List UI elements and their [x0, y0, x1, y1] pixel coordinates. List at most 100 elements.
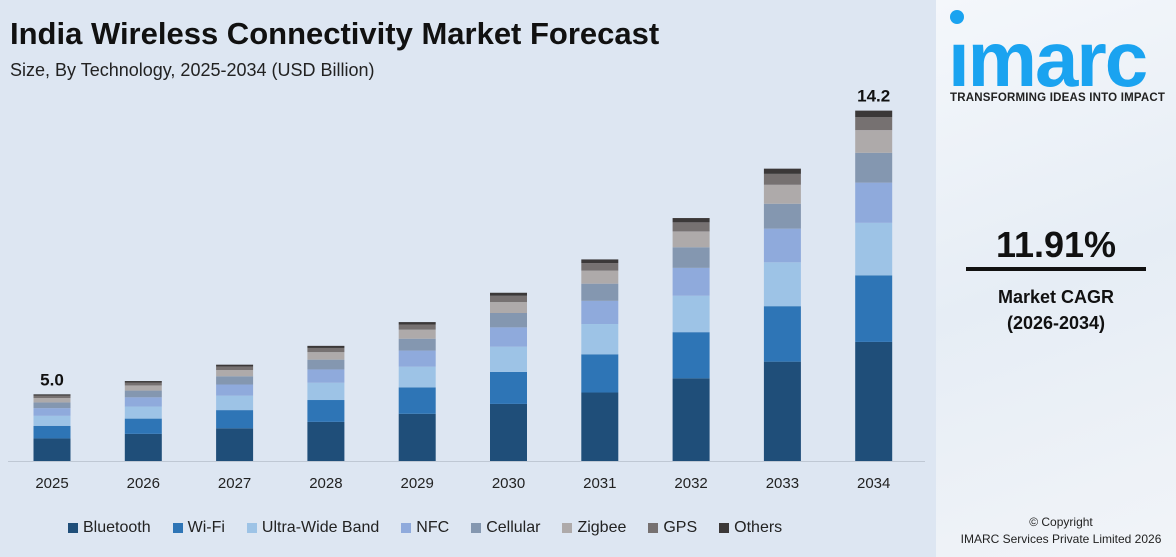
bar-segment-gps-2034 — [855, 117, 893, 131]
x-tick-label: 2032 — [674, 475, 707, 492]
bar-segment-zigbee-2028 — [307, 352, 345, 360]
legend-swatch — [68, 523, 78, 533]
svg-text:ımarc: ımarc — [948, 15, 1147, 93]
chart-panel: India Wireless Connectivity Market Forec… — [8, 16, 925, 537]
bar-segment-gps-2030 — [490, 295, 527, 303]
bar-segment-gps-2028 — [307, 347, 345, 353]
bar-segment-cellular-2028 — [307, 359, 345, 370]
bar-segment-cellular-2030 — [490, 313, 527, 328]
bar-segment-ultra-wide-band-2030 — [490, 346, 527, 372]
bar-segment-gps-2025 — [33, 395, 71, 399]
chart-subtitle: Size, By Technology, 2025-2034 (USD Bill… — [10, 60, 375, 80]
legend-item: Cellular — [471, 519, 540, 537]
bar-segment-gps-2029 — [398, 324, 436, 330]
legend-item: Zigbee — [562, 519, 626, 537]
legend-swatch — [401, 523, 412, 533]
bar-segment-ultra-wide-band-2034 — [855, 222, 893, 276]
legend-label: Zigbee — [577, 519, 627, 536]
cagr-period: (2026-2034) — [1006, 313, 1106, 333]
x-tick-label: 2030 — [492, 475, 525, 492]
bar-segment-nfc-2029 — [398, 350, 436, 367]
legend-label: Ultra-Wide Band — [261, 519, 380, 536]
bar-segment-ultra-wide-band-2025 — [33, 415, 71, 426]
legend-label: Bluetooth — [83, 519, 151, 536]
x-tick-label: 2027 — [218, 475, 251, 492]
x-tick-label: 2028 — [309, 475, 342, 492]
bar-segment-nfc-2028 — [307, 369, 345, 383]
legend-label: NFC — [416, 519, 450, 536]
legend-label: Wi-Fi — [187, 519, 225, 536]
copyright: © Copyright IMARC Services Private Limit… — [936, 514, 1176, 548]
bar-segment-cellular-2027 — [216, 376, 254, 385]
bar-segment-ultra-wide-band-2026 — [124, 406, 162, 419]
bar-segment-ultra-wide-band-2032 — [672, 295, 710, 333]
legend-label: GPS — [663, 519, 698, 536]
bar-segment-bluetooth-2027 — [216, 428, 254, 461]
bar-segment-bluetooth-2033 — [763, 361, 801, 461]
bar-segment-others-2027 — [216, 364, 254, 367]
legend-swatch — [719, 523, 730, 533]
bar-segment-nfc-2031 — [581, 300, 619, 325]
bar-segment-bluetooth-2031 — [581, 392, 619, 461]
copyright-line1: © Copyright — [1029, 515, 1093, 529]
bar-segment-zigbee-2026 — [124, 385, 162, 391]
bar-segment-wi-fi-2031 — [581, 354, 619, 393]
legend-item: Wi-Fi — [172, 519, 225, 537]
bar-segment-bluetooth-2032 — [672, 378, 710, 461]
bar-segment-gps-2031 — [581, 263, 619, 271]
bar-segment-ultra-wide-band-2033 — [763, 262, 801, 307]
bar-segment-gps-2033 — [763, 173, 801, 185]
bar-segment-cellular-2033 — [763, 203, 801, 229]
bar-segment-wi-fi-2034 — [855, 275, 893, 342]
cagr-label: Market CAGR (2026-2034) — [936, 284, 1176, 336]
bar-segment-zigbee-2034 — [855, 130, 893, 153]
bar-segment-nfc-2034 — [855, 182, 893, 223]
bar-segment-wi-fi-2029 — [398, 387, 436, 414]
bar-segment-zigbee-2031 — [581, 270, 619, 284]
bar-segment-zigbee-2029 — [398, 329, 436, 339]
legend: Bluetooth Wi-Fi Ultra-Wide Band NFC Cellular… — [68, 519, 804, 537]
bar-segment-wi-fi-2033 — [763, 306, 801, 362]
legend-item: Bluetooth — [68, 519, 151, 537]
bar-segment-bluetooth-2028 — [307, 421, 345, 461]
x-tick-label: 2033 — [766, 475, 799, 492]
imarc-logo: ımarc — [948, 10, 1149, 93]
bar-segment-others-2030 — [490, 292, 527, 296]
cagr-value: 11.91% — [995, 224, 1117, 265]
bar-segment-wi-fi-2028 — [307, 400, 345, 422]
bar-segment-zigbee-2032 — [672, 231, 710, 248]
bar-segment-others-2032 — [672, 218, 710, 223]
legend-swatch — [246, 523, 257, 533]
bar-segment-nfc-2026 — [124, 397, 162, 407]
bar-segment-others-2029 — [398, 322, 436, 325]
legend-swatch — [562, 523, 573, 533]
legend-swatch — [648, 523, 659, 533]
legend-swatch — [471, 523, 482, 533]
bar-segment-others-2031 — [581, 259, 619, 264]
bar-segment-gps-2026 — [124, 382, 162, 386]
bar-segment-nfc-2032 — [672, 267, 710, 296]
bar-segment-ultra-wide-band-2031 — [581, 324, 619, 355]
x-tick-label: 2026 — [127, 475, 160, 492]
bar-segment-others-2034 — [855, 110, 893, 118]
bar-segment-wi-fi-2025 — [33, 425, 71, 439]
data-label: 14.2 — [857, 87, 890, 106]
legend-label: Cellular — [486, 519, 541, 536]
x-tick-label: 2029 — [401, 475, 434, 492]
bar-segment-cellular-2031 — [581, 283, 619, 301]
bar-segment-ultra-wide-band-2028 — [307, 382, 345, 401]
bar-segment-cellular-2034 — [855, 152, 893, 183]
bar-segment-ultra-wide-band-2027 — [216, 395, 254, 411]
bar-segment-zigbee-2030 — [490, 302, 527, 314]
divider — [966, 267, 1146, 271]
bar-segment-cellular-2025 — [33, 402, 71, 409]
bar-segment-zigbee-2033 — [763, 184, 801, 204]
x-tick-label: 2025 — [35, 475, 68, 492]
bar-segment-zigbee-2027 — [216, 370, 254, 377]
bar-segment-nfc-2027 — [216, 384, 254, 396]
bar-segment-nfc-2033 — [763, 228, 801, 263]
bar-segment-wi-fi-2027 — [216, 410, 254, 429]
cagr-label-text: Market CAGR — [997, 287, 1115, 307]
bar-segment-bluetooth-2025 — [33, 438, 71, 461]
x-tick-label: 2034 — [857, 475, 890, 492]
